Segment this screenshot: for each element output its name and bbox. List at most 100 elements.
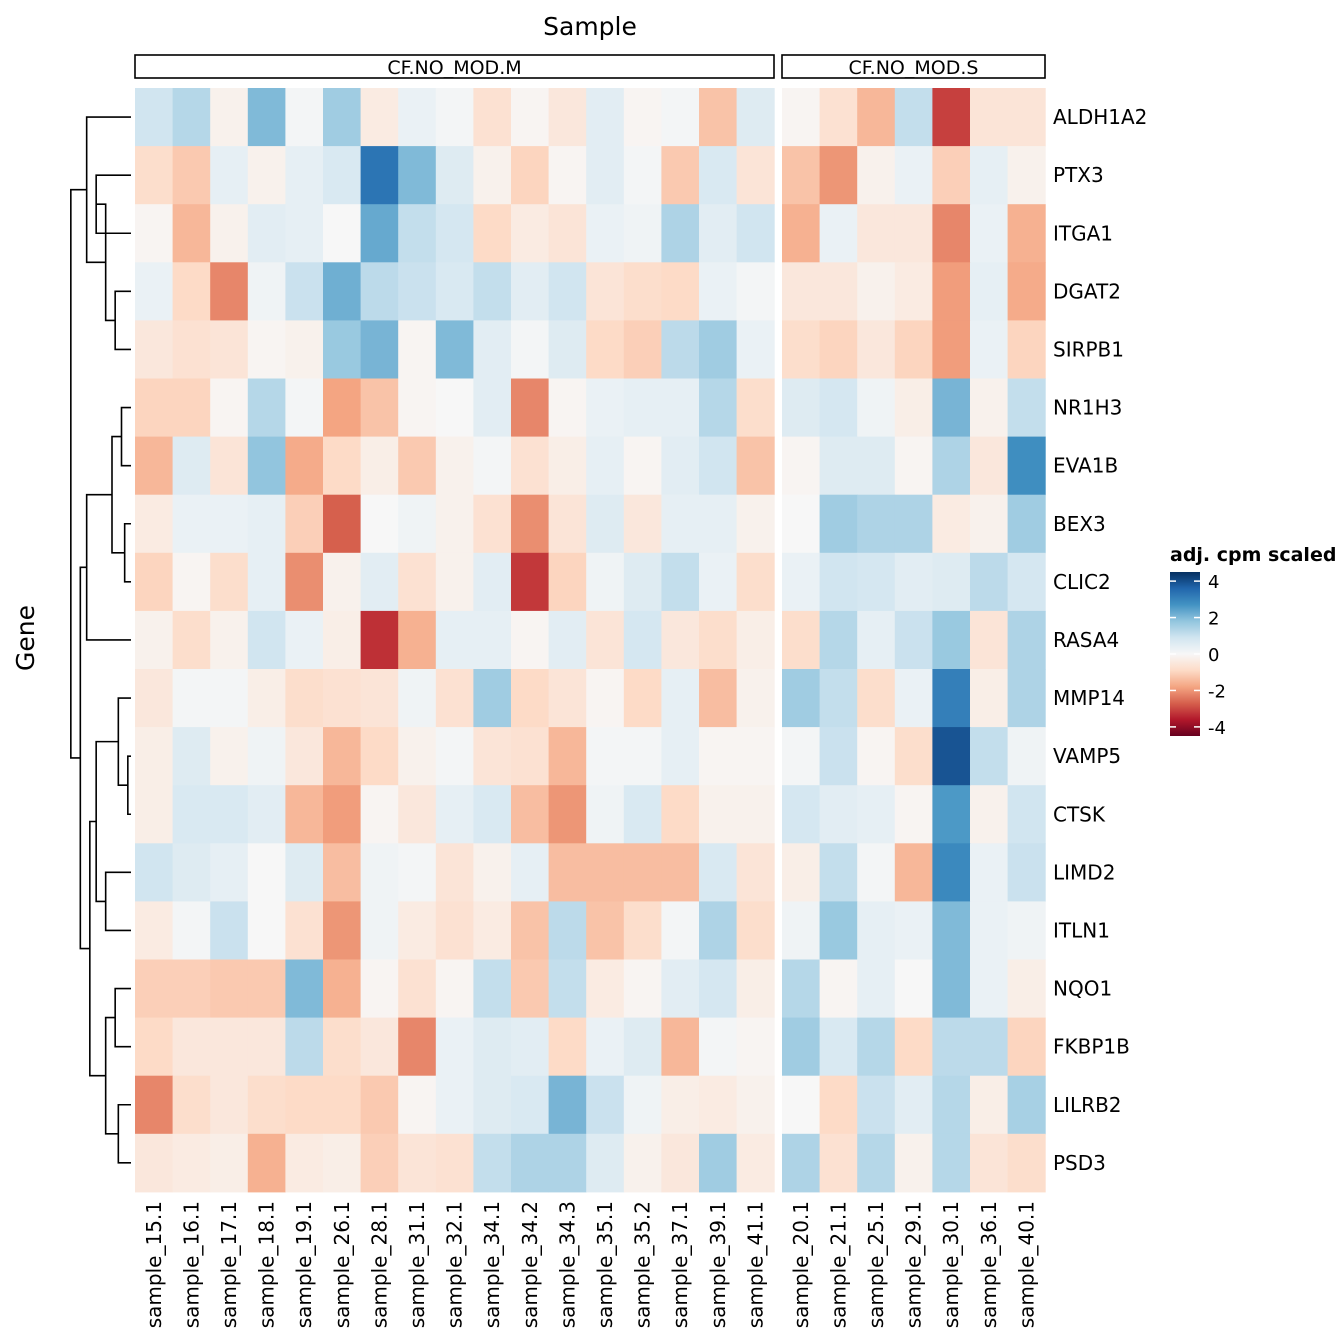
heatmap-cell [548, 552, 587, 612]
heatmap-cell [894, 901, 933, 960]
heatmap-cell [323, 1133, 362, 1193]
heatmap-cell [586, 843, 625, 902]
heatmap-cell [548, 843, 587, 902]
heatmap-cell [247, 727, 286, 786]
heatmap-cell [135, 785, 174, 844]
heatmap-cell [398, 146, 437, 205]
heatmap-cell [894, 669, 933, 728]
heatmap-cell [398, 436, 437, 496]
heatmap-cell [661, 727, 700, 786]
heatmap-cell [623, 378, 662, 438]
heatmap-cell [247, 320, 286, 379]
heatmap-cell [285, 320, 324, 379]
heatmap-cell [398, 494, 437, 554]
heatmap-cell [932, 88, 971, 147]
heatmap-cell [285, 1075, 324, 1135]
heatmap-cell [435, 204, 474, 263]
heatmap-cell [586, 959, 625, 1019]
heatmap-cell [548, 1075, 587, 1135]
heatmap-cell [360, 610, 399, 670]
heatmap-cell [548, 378, 587, 438]
heatmap-cell [285, 88, 324, 147]
dendrogram-branch [104, 871, 131, 932]
heatmap-cell [360, 1017, 399, 1077]
heatmap-cell [970, 436, 1009, 496]
heatmap-cell [285, 1017, 324, 1077]
heatmap-cell [398, 378, 437, 438]
heatmap-cell [435, 610, 474, 670]
heatmap-cell [970, 204, 1009, 263]
heatmap-cell [435, 146, 474, 205]
heatmap-cell [819, 552, 858, 612]
heatmap-cell [661, 959, 700, 1019]
heatmap-cell [323, 378, 362, 438]
heatmap-cell [1007, 552, 1046, 612]
gene-label: ITLN1 [1053, 918, 1110, 942]
heatmap-cell [699, 727, 738, 786]
heatmap-cell [894, 320, 933, 379]
heatmap-cell [435, 901, 474, 960]
heatmap-cell [782, 727, 821, 786]
heatmap-cell [736, 727, 775, 786]
legend-ticks: 4 2 0 -2 -4 [1170, 572, 1226, 739]
heatmap-cell [398, 727, 437, 786]
heatmap-cell [511, 552, 550, 612]
heatmap-cell [932, 901, 971, 960]
heatmap-cell [135, 1017, 174, 1077]
heatmap-cell [323, 959, 362, 1019]
heatmap-cell [857, 262, 896, 321]
heatmap-cell [782, 494, 821, 554]
heatmap-cell [736, 785, 775, 844]
heatmap-cell [398, 204, 437, 263]
heatmap-cell [819, 901, 858, 960]
gene-label: NQO1 [1053, 977, 1112, 1001]
heatmap-cell [586, 610, 625, 670]
heatmap-cell [894, 1075, 933, 1135]
heatmap-cell [1007, 959, 1046, 1019]
heatmap-cell [661, 669, 700, 728]
sample-label: sample_36.1 [977, 1201, 1001, 1328]
heatmap-cell [586, 262, 625, 321]
heatmap-cell [360, 262, 399, 321]
heatmap-cell [970, 262, 1009, 321]
heatmap-cell [285, 669, 324, 728]
heatmap-cell [210, 610, 249, 670]
heatmap-cell [782, 1133, 821, 1193]
heatmap-cell [970, 843, 1009, 902]
dendrogram-branch [120, 406, 131, 467]
gene-label: DGAT2 [1053, 279, 1121, 303]
gene-label: RASA4 [1053, 628, 1119, 652]
heatmap-cell [360, 959, 399, 1019]
heatmap-cell [661, 1075, 700, 1135]
heatmap-cell [623, 669, 662, 728]
heatmap-cell [586, 146, 625, 205]
heatmap-cell [247, 843, 286, 902]
sample-label: sample_30.1 [939, 1201, 963, 1328]
heatmap-cell [435, 1075, 474, 1135]
heatmap-cell [210, 669, 249, 728]
legend-tick-label: -2 [1208, 681, 1226, 702]
heatmap-cell [135, 146, 174, 205]
heatmap-cell [586, 1075, 625, 1135]
heatmap-cell [736, 494, 775, 554]
dendrogram-branch [85, 116, 131, 264]
heatmap-cell [473, 727, 512, 786]
heatmap-cell [172, 262, 211, 321]
heatmap-cell [932, 320, 971, 379]
y-axis-title: Gene [11, 605, 40, 671]
heatmap-cell [586, 320, 625, 379]
heatmap-cell [135, 1075, 174, 1135]
heatmap-cell [932, 610, 971, 670]
gene-label: EVA1B [1053, 454, 1118, 478]
heatmap-cell [135, 669, 174, 728]
heatmap-cell [819, 1075, 858, 1135]
heatmap-cell [661, 436, 700, 496]
heatmap-cell [435, 552, 474, 612]
heatmap-cell [247, 669, 286, 728]
heatmap-cell [511, 1133, 550, 1193]
heatmap-cell [857, 1017, 896, 1077]
heatmap-cell [819, 610, 858, 670]
heatmap-cell [548, 669, 587, 728]
heatmap-cell [661, 320, 700, 379]
heatmap-cell [172, 1133, 211, 1193]
